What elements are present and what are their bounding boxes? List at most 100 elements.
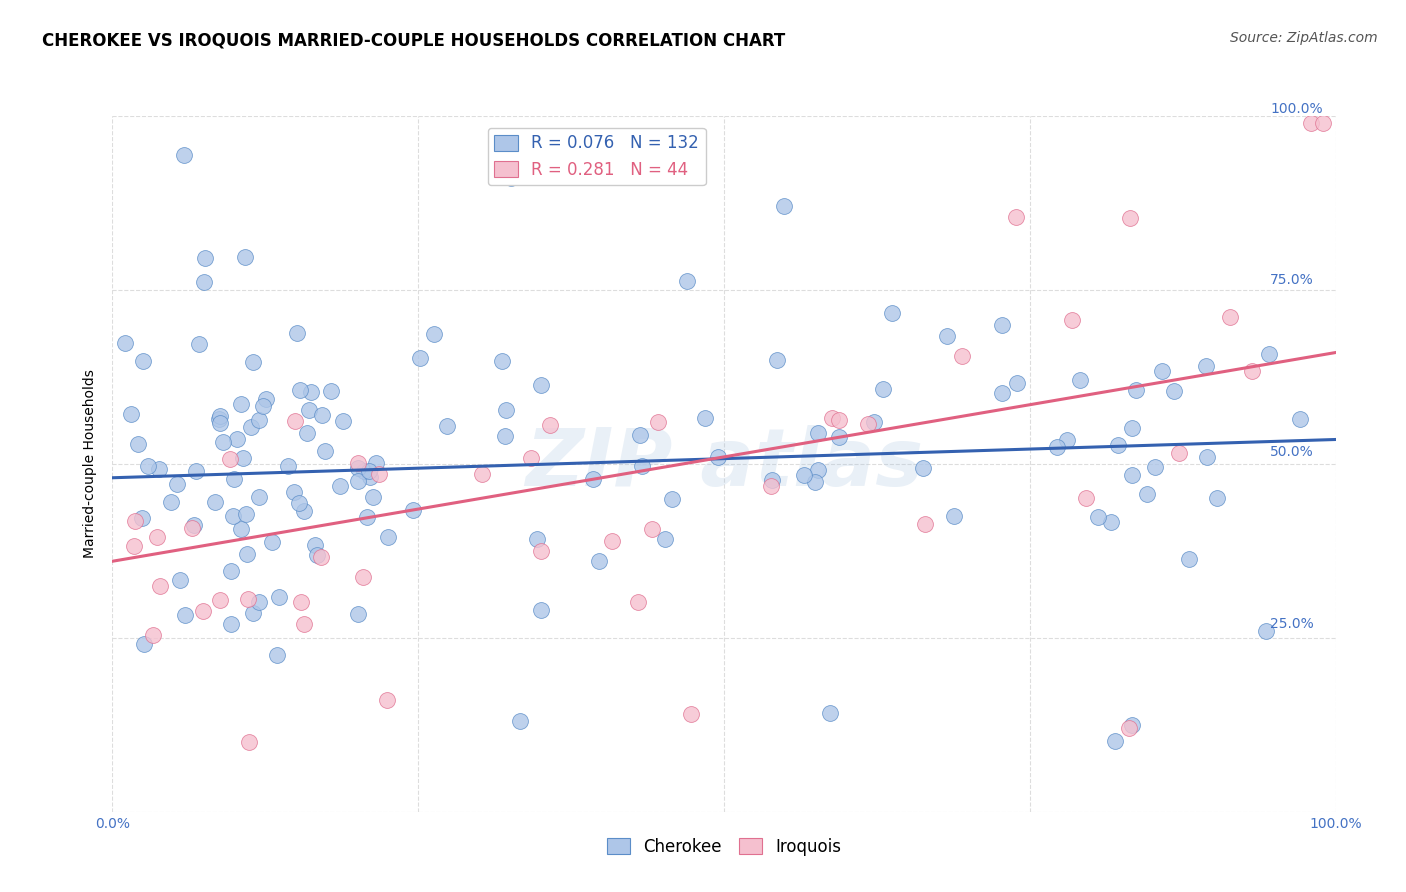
Point [1180, 351, 1202, 366]
Point [396, 475, 419, 490]
Point [1019, 301, 1042, 316]
Point [260, 403, 283, 417]
Point [842, 402, 865, 417]
Point [851, 369, 873, 384]
Point [676, 263, 699, 277]
Point [392, 450, 415, 465]
Point [1076, 370, 1098, 384]
Point [1149, 477, 1171, 491]
Point [803, 689, 825, 703]
Point [793, 450, 815, 464]
Point [285, 577, 308, 591]
Point [657, 517, 679, 532]
Point [411, 516, 433, 530]
Point [402, 453, 425, 467]
Point [1071, 201, 1094, 215]
Point [1073, 701, 1095, 715]
Point [269, 439, 291, 453]
Point [516, 390, 538, 404]
Point [1160, 298, 1182, 312]
Point [260, 396, 283, 410]
Point [187, 425, 209, 439]
Point [280, 438, 302, 452]
Point [592, 458, 614, 473]
Point [176, 324, 198, 338]
Point [222, 464, 245, 478]
Point [301, 379, 323, 393]
Point [1115, 433, 1137, 447]
Point [228, 138, 250, 153]
Point [519, 161, 541, 175]
Point [547, 366, 569, 380]
Point [290, 343, 312, 357]
Point [344, 524, 367, 538]
Point [271, 495, 294, 509]
Point [207, 565, 229, 579]
Point [283, 239, 305, 253]
Point [633, 580, 655, 594]
Point [957, 307, 980, 321]
Point [1073, 455, 1095, 469]
Point [245, 589, 267, 603]
Point [295, 476, 318, 491]
Point [263, 422, 285, 436]
Point [392, 496, 415, 510]
Point [1070, 705, 1092, 719]
Point [205, 449, 228, 463]
Point [1140, 437, 1163, 451]
Point [1015, 420, 1038, 434]
Point [270, 549, 292, 564]
Point [1123, 537, 1146, 551]
Point [321, 445, 343, 459]
Point [399, 442, 422, 457]
Point [463, 406, 485, 420]
Point [229, 592, 252, 607]
Point [273, 458, 295, 473]
Point [190, 497, 212, 511]
Point [295, 400, 318, 414]
Point [236, 503, 259, 517]
Point [433, 490, 456, 504]
Point [554, 405, 576, 419]
Point [889, 502, 911, 516]
Text: Source: ZipAtlas.com: Source: ZipAtlas.com [1230, 31, 1378, 45]
Point [1232, 107, 1256, 121]
Point [1139, 347, 1161, 361]
Point [388, 555, 411, 569]
Point [288, 407, 311, 421]
Point [887, 448, 910, 462]
Point [354, 431, 377, 445]
Legend: Cherokee, Iroquois: Cherokee, Iroquois [596, 813, 845, 844]
Y-axis label: Married-couple Households: Married-couple Households [83, 356, 97, 545]
Point [367, 466, 389, 480]
Point [278, 384, 301, 399]
Point [609, 519, 631, 533]
Point [370, 401, 392, 415]
Point [1032, 477, 1054, 491]
Point [217, 481, 239, 495]
Point [285, 718, 308, 732]
Point [780, 455, 803, 469]
Point [651, 402, 673, 417]
Point [1087, 473, 1109, 487]
Point [181, 394, 204, 409]
Point [914, 495, 936, 509]
Point [921, 336, 943, 351]
Point [969, 199, 991, 213]
Point [260, 578, 283, 592]
Point [645, 508, 668, 522]
Point [278, 508, 301, 523]
Point [347, 533, 370, 548]
Point [298, 386, 321, 401]
Point [326, 471, 349, 485]
Point [270, 601, 292, 615]
Point [763, 189, 786, 203]
Point [388, 450, 411, 465]
Point [543, 518, 565, 533]
Point [335, 602, 357, 616]
Point [384, 447, 406, 461]
Point [957, 374, 980, 388]
Point [813, 400, 835, 414]
Point [790, 462, 813, 476]
Point [394, 456, 416, 470]
